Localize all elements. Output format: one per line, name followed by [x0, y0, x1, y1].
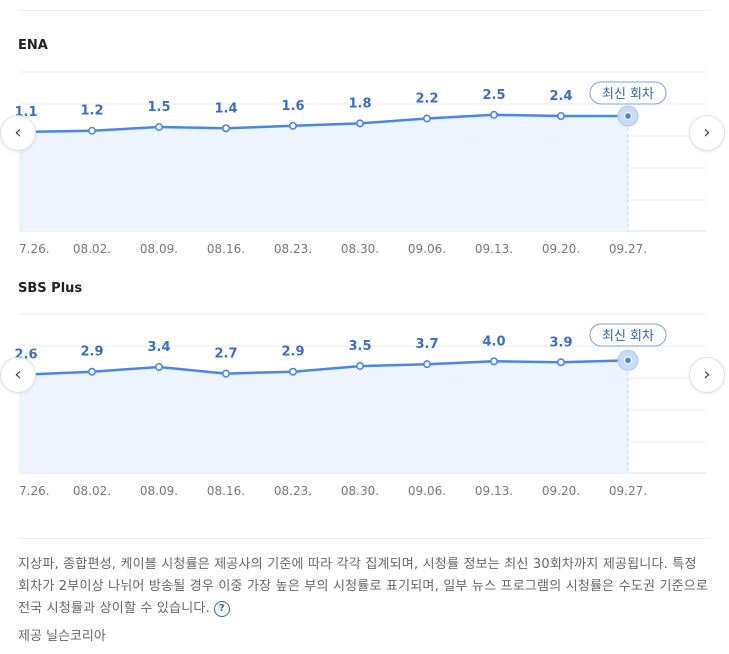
x-tick-label: 7.26.	[19, 484, 50, 498]
x-tick-label: 08.16.	[207, 242, 245, 256]
data-point	[155, 123, 164, 132]
data-label: 2.9	[80, 345, 103, 360]
prev-button-ena[interactable]: ‹	[0, 115, 36, 151]
x-tick-label: 08.02.	[73, 484, 111, 498]
x-tick-label: 08.23.	[274, 242, 312, 256]
data-label: 1.6	[281, 99, 304, 114]
data-point	[556, 112, 565, 121]
data-label: 1.8	[348, 96, 371, 111]
data-point	[422, 114, 431, 123]
data-point	[155, 362, 164, 371]
latest-badge	[589, 81, 667, 105]
data-point	[288, 367, 297, 376]
data-point	[355, 119, 364, 128]
x-tick-label: 09.13.	[475, 242, 513, 256]
data-point	[623, 111, 633, 121]
data-label: 1.4	[214, 101, 237, 116]
data-label: 2.2	[415, 91, 438, 106]
data-point	[489, 357, 498, 366]
top-divider	[18, 10, 709, 11]
x-tick-label: 08.23.	[274, 484, 312, 498]
data-label: 3.7	[415, 337, 438, 352]
data-point	[88, 126, 97, 135]
ratings-chart-sbs-plus: 2.6 7.26. 2.9 08.02. 3.4 08.09. 2.7 08.16. 2.9 08…	[0, 302, 729, 502]
chevron-left-icon: ‹	[14, 364, 22, 385]
channel-title-ena: ENA	[18, 38, 48, 53]
data-point	[222, 369, 231, 378]
channel-title-sbs-plus: SBS Plus	[18, 281, 83, 296]
data-label: 3.5	[348, 339, 371, 354]
latest-badge-label: 최신 회차	[602, 329, 654, 344]
data-label: 2.7	[214, 347, 237, 362]
data-label: 2.5	[482, 88, 505, 103]
ratings-chart-ena: 1.1 7.26. 1.2 08.02. 1.5 08.09. 1.4 08.16. 1.6 08…	[0, 60, 729, 260]
data-point	[489, 110, 498, 119]
x-tick-label: 08.16.	[207, 484, 245, 498]
data-point	[222, 124, 231, 133]
data-point	[288, 121, 297, 130]
chevron-right-icon: ›	[703, 364, 711, 385]
data-label: 3.9	[549, 335, 572, 350]
data-point	[422, 360, 431, 369]
ratings-chart-ena-svg: 1.17.26.1.208.02.1.508.09.1.408.16.1.608…	[14, 71, 706, 256]
x-tick-label: 09.06.	[408, 242, 446, 256]
data-label: 1.5	[147, 100, 170, 115]
x-tick-label: 08.09.	[140, 242, 178, 256]
chevron-left-icon: ‹	[14, 122, 22, 143]
prev-button-sbs-plus[interactable]: ‹	[0, 357, 36, 393]
data-label: 2.9	[281, 345, 304, 360]
data-label: 4.0	[482, 334, 505, 349]
x-tick-label: 09.27.	[609, 242, 647, 256]
data-label: 3.4	[147, 340, 170, 355]
chevron-right-icon: ›	[703, 122, 711, 143]
data-label: 2.4	[549, 89, 572, 104]
ratings-chart-sbs-plus-svg: 2.67.26.2.908.02.3.408.09.2.708.16.2.908…	[14, 313, 706, 498]
x-tick-label: 08.02.	[73, 242, 111, 256]
data-point	[88, 367, 97, 376]
x-tick-label: 7.26.	[19, 242, 50, 256]
x-tick-label: 08.30.	[341, 484, 379, 498]
next-button-sbs-plus[interactable]: ›	[689, 357, 725, 393]
chart-area	[19, 114, 628, 231]
latest-badge	[589, 323, 667, 347]
chart-area	[19, 360, 628, 473]
x-tick-label: 09.20.	[542, 484, 580, 498]
x-tick-label: 09.13.	[475, 484, 513, 498]
x-tick-label: 09.20.	[542, 242, 580, 256]
ratings-note-text: 지상파, 종합편성, 케이블 시청률은 제공사의 기준에 따라 각각 집계되며,…	[18, 557, 709, 616]
latest-badge-label: 최신 회차	[602, 87, 654, 102]
help-icon[interactable]: ?	[213, 600, 230, 617]
next-button-ena[interactable]: ›	[689, 115, 725, 151]
data-point	[355, 362, 364, 371]
x-tick-label: 09.27.	[609, 484, 647, 498]
data-label: 1.2	[80, 104, 103, 119]
x-tick-label: 08.30.	[341, 242, 379, 256]
data-point	[623, 356, 633, 365]
data-provider: 제공 닐슨코리아	[18, 629, 106, 644]
x-tick-label: 09.06.	[408, 484, 446, 498]
x-tick-label: 08.09.	[140, 484, 178, 498]
bottom-divider	[18, 538, 709, 539]
data-point	[556, 358, 565, 367]
ratings-note: 지상파, 종합편성, 케이블 시청률은 제공사의 기준에 따라 각각 집계되며,…	[18, 554, 713, 620]
